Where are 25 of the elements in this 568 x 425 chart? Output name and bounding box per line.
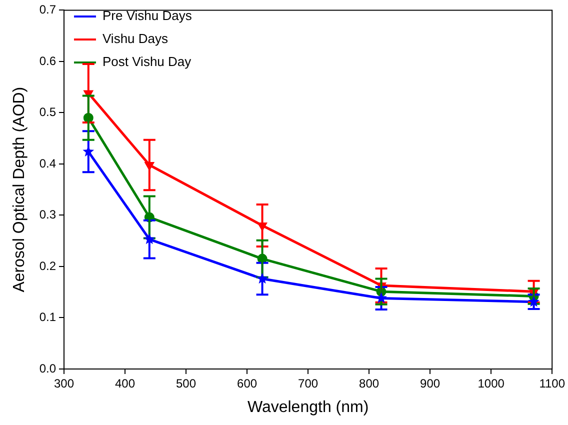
x-tick-label: 700 (298, 376, 318, 391)
y-tick-label: 0.5 (39, 105, 56, 120)
legend-label: Post Vishu Day (102, 54, 192, 70)
x-tick-label: 300 (54, 376, 74, 391)
y-tick-label: 0.7 (39, 2, 56, 17)
y-tick-label: 0.2 (39, 258, 56, 273)
legend-label: Vishu Days (102, 31, 169, 46)
x-tick-label: 400 (114, 376, 136, 391)
y-tick-label: 0.4 (39, 156, 56, 170)
x-axis-title: Wavelength (nm) (247, 398, 369, 416)
y-tick-label: 0.3 (39, 208, 56, 222)
x-tick-label: 900 (420, 376, 440, 391)
legend-label: Pre Vishu Days (102, 8, 192, 24)
x-tick-label: 600 (237, 376, 258, 391)
point (376, 292, 387, 304)
y-tick-label: 0.1 (39, 310, 56, 324)
point (144, 233, 156, 244)
x-tick-label: 500 (176, 376, 196, 391)
point (256, 272, 268, 284)
y-tick-label: 0.6 (39, 54, 56, 68)
y-tick-label: 0.0 (39, 361, 56, 376)
x-tick-label: 800 (359, 376, 380, 391)
x-tick-label: 1000 (478, 376, 505, 391)
y-axis-title: Aerosol Optical Depth (AOD) (11, 86, 28, 292)
x-tick-label: 1100 (539, 376, 566, 391)
